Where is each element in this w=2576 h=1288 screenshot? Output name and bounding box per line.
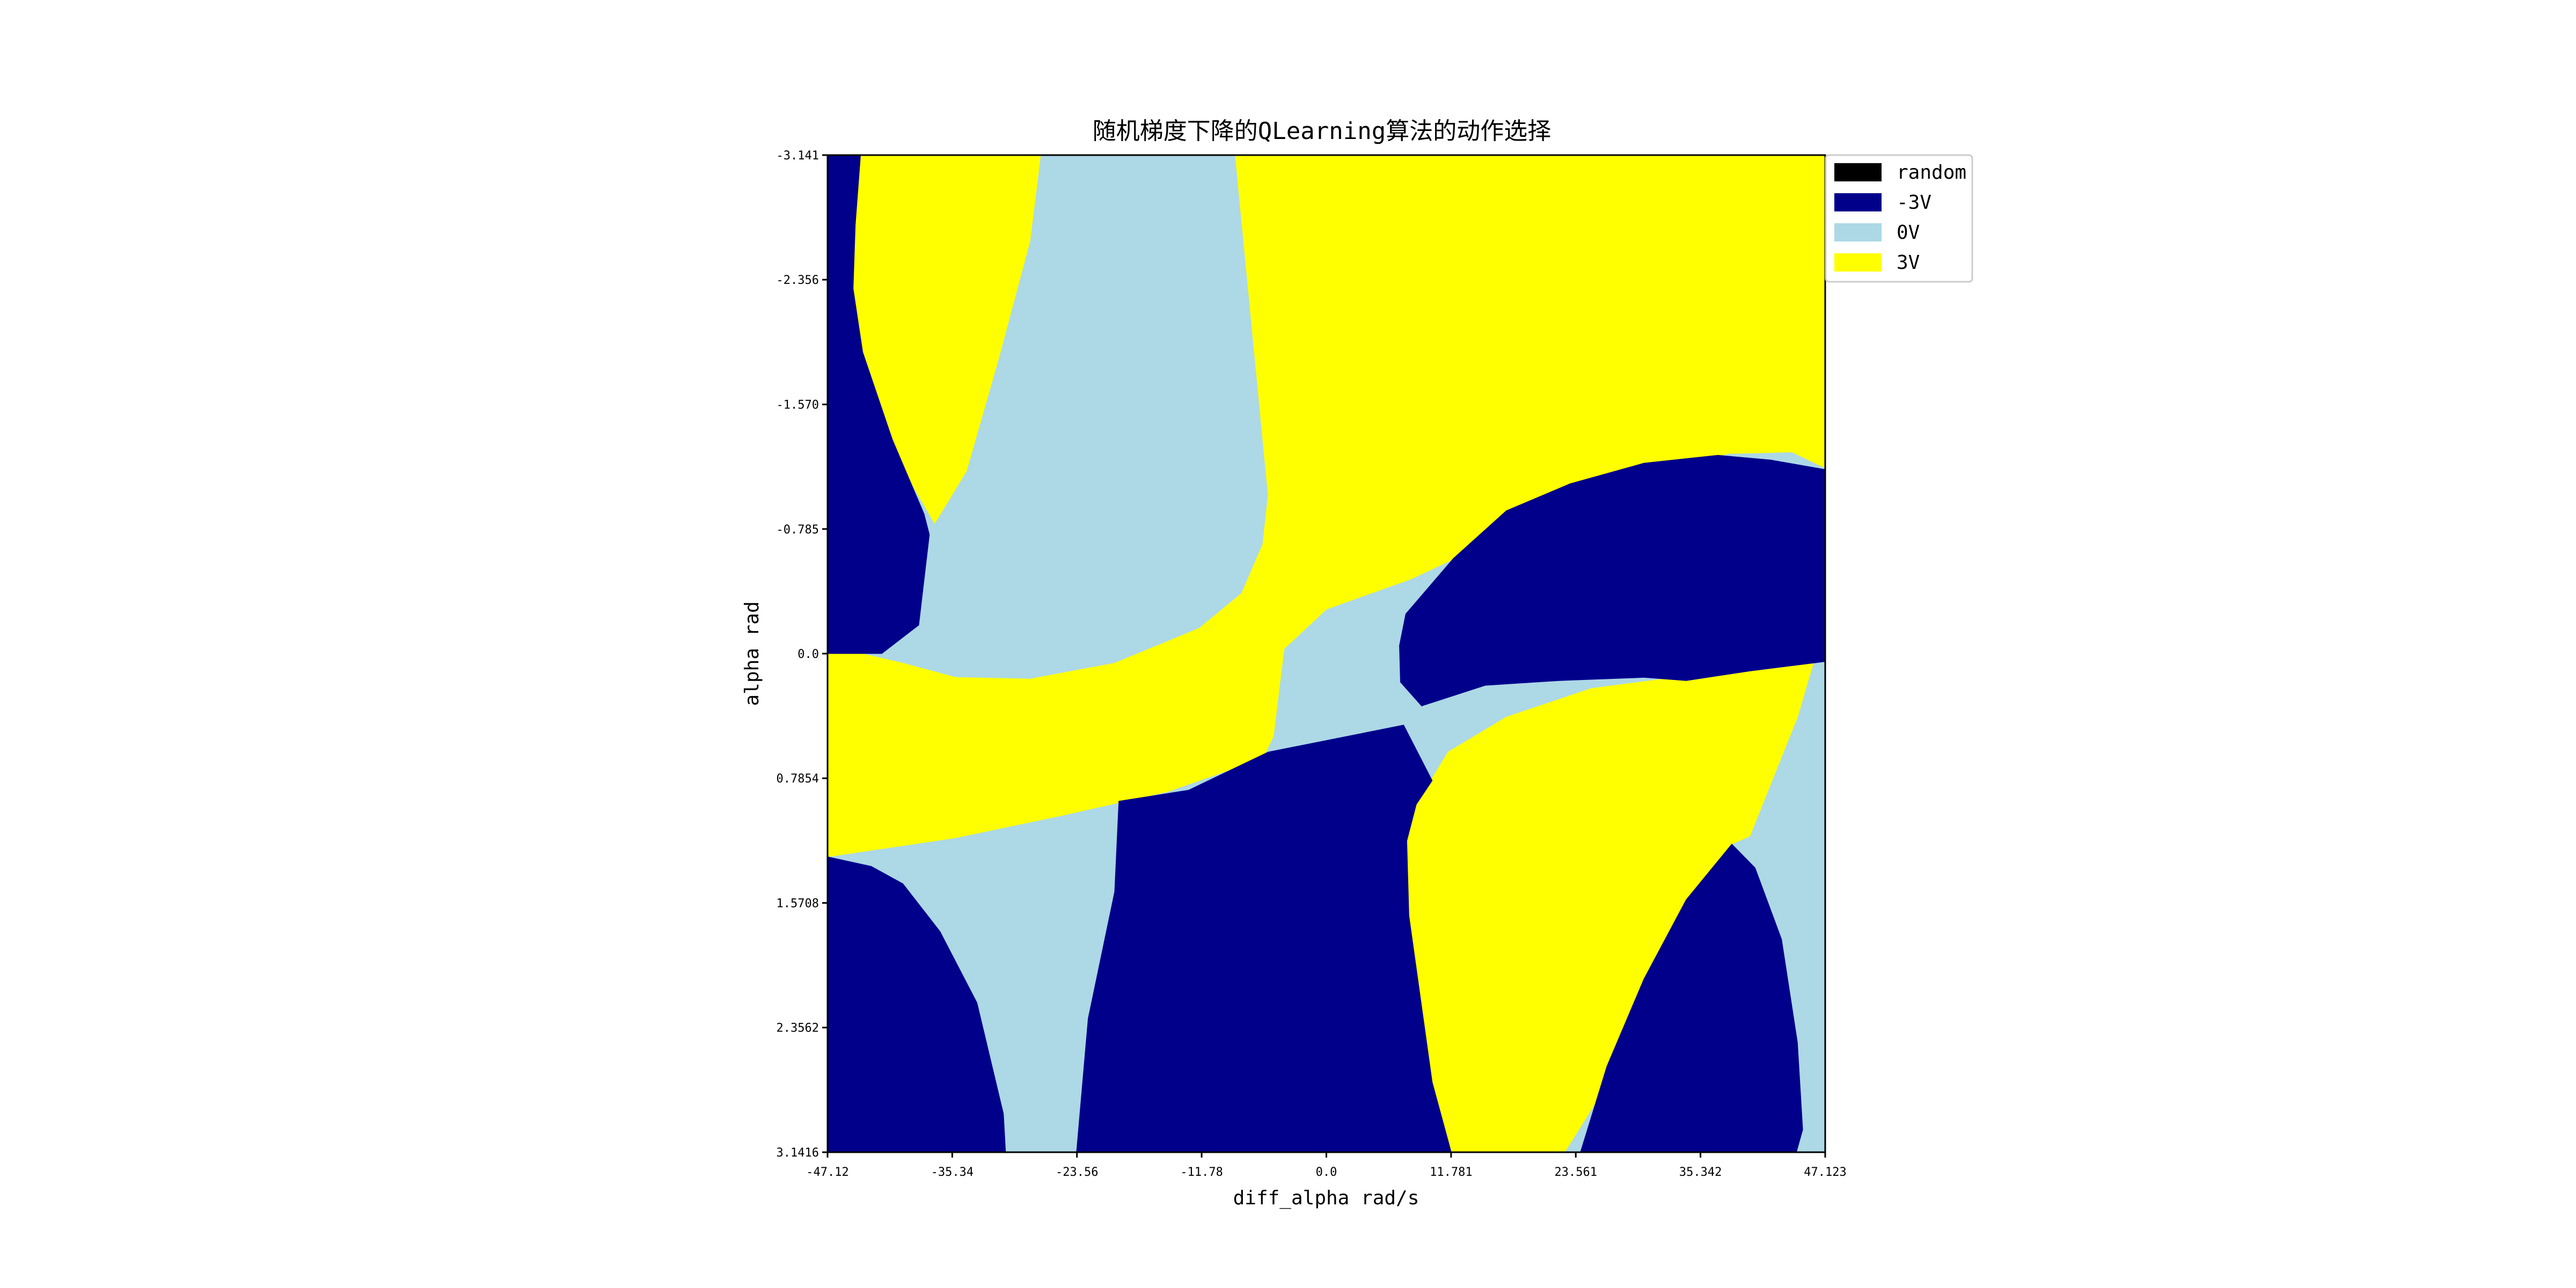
legend-label-0: random bbox=[1897, 162, 1966, 184]
legend: random -3V 0V 3V bbox=[1825, 154, 1973, 283]
y-tick-label-2: -1.570 bbox=[777, 399, 819, 412]
x-tick-label-8: 47.123 bbox=[1804, 1166, 1846, 1179]
region-3v-8 bbox=[1580, 844, 1803, 1152]
x-tick-label-5: 11.781 bbox=[1430, 1166, 1472, 1179]
legend-swatch-0 bbox=[1834, 163, 1882, 181]
legend-swatch-1 bbox=[1834, 193, 1882, 211]
x-tick-label-7: 35.342 bbox=[1679, 1166, 1722, 1179]
y-axis-label: alpha rad bbox=[741, 601, 763, 706]
region-3v-4 bbox=[828, 155, 930, 654]
y-tick-label-6: 1.5708 bbox=[777, 897, 819, 910]
x-tick-label-0: -47.12 bbox=[806, 1166, 848, 1179]
y-tick-label-7: 2.3562 bbox=[777, 1022, 819, 1035]
legend-box bbox=[1825, 154, 1973, 283]
legend-label-3: 3V bbox=[1897, 252, 1920, 274]
x-tick-label-4: 0.0 bbox=[1316, 1166, 1337, 1179]
y-tick-label-8: 3.1416 bbox=[777, 1146, 819, 1160]
chart-title: 随机梯度下降的QLearning算法的动作选择 bbox=[1093, 118, 1551, 145]
x-axis: -47.12 -35.34 -23.56 -11.78 0.0 11.781 23.561 3… bbox=[806, 1152, 1847, 1179]
legend-label-1: -3V bbox=[1897, 192, 1931, 214]
x-tick-label-6: 23.561 bbox=[1554, 1166, 1597, 1179]
legend-swatch-3 bbox=[1834, 253, 1882, 272]
x-tick-label-3: -11.78 bbox=[1180, 1166, 1223, 1179]
region-3v-7 bbox=[828, 856, 1006, 1152]
y-tick-label-1: -2.356 bbox=[777, 274, 819, 287]
legend-swatch-2 bbox=[1834, 223, 1882, 241]
x-tick-label-2: -23.56 bbox=[1056, 1166, 1098, 1179]
legend-label-2: 0V bbox=[1897, 222, 1920, 244]
x-axis-label: diff_alpha rad/s bbox=[1233, 1187, 1419, 1209]
y-axis: -3.141 -2.356 -1.570 -0.785 0.0 0.7854 1.5708 2… bbox=[777, 149, 828, 1160]
y-tick-label-3: -0.785 bbox=[777, 523, 819, 537]
plot-area bbox=[828, 155, 1825, 1152]
region-3v-5 bbox=[1399, 455, 1825, 707]
y-tick-label-4: 0.0 bbox=[797, 648, 819, 661]
y-tick-label-5: 0.7854 bbox=[777, 772, 819, 786]
y-tick-label-0: -3.141 bbox=[777, 149, 819, 163]
region-3v-6 bbox=[1076, 724, 1452, 1152]
x-tick-label-1: -35.34 bbox=[931, 1166, 974, 1179]
